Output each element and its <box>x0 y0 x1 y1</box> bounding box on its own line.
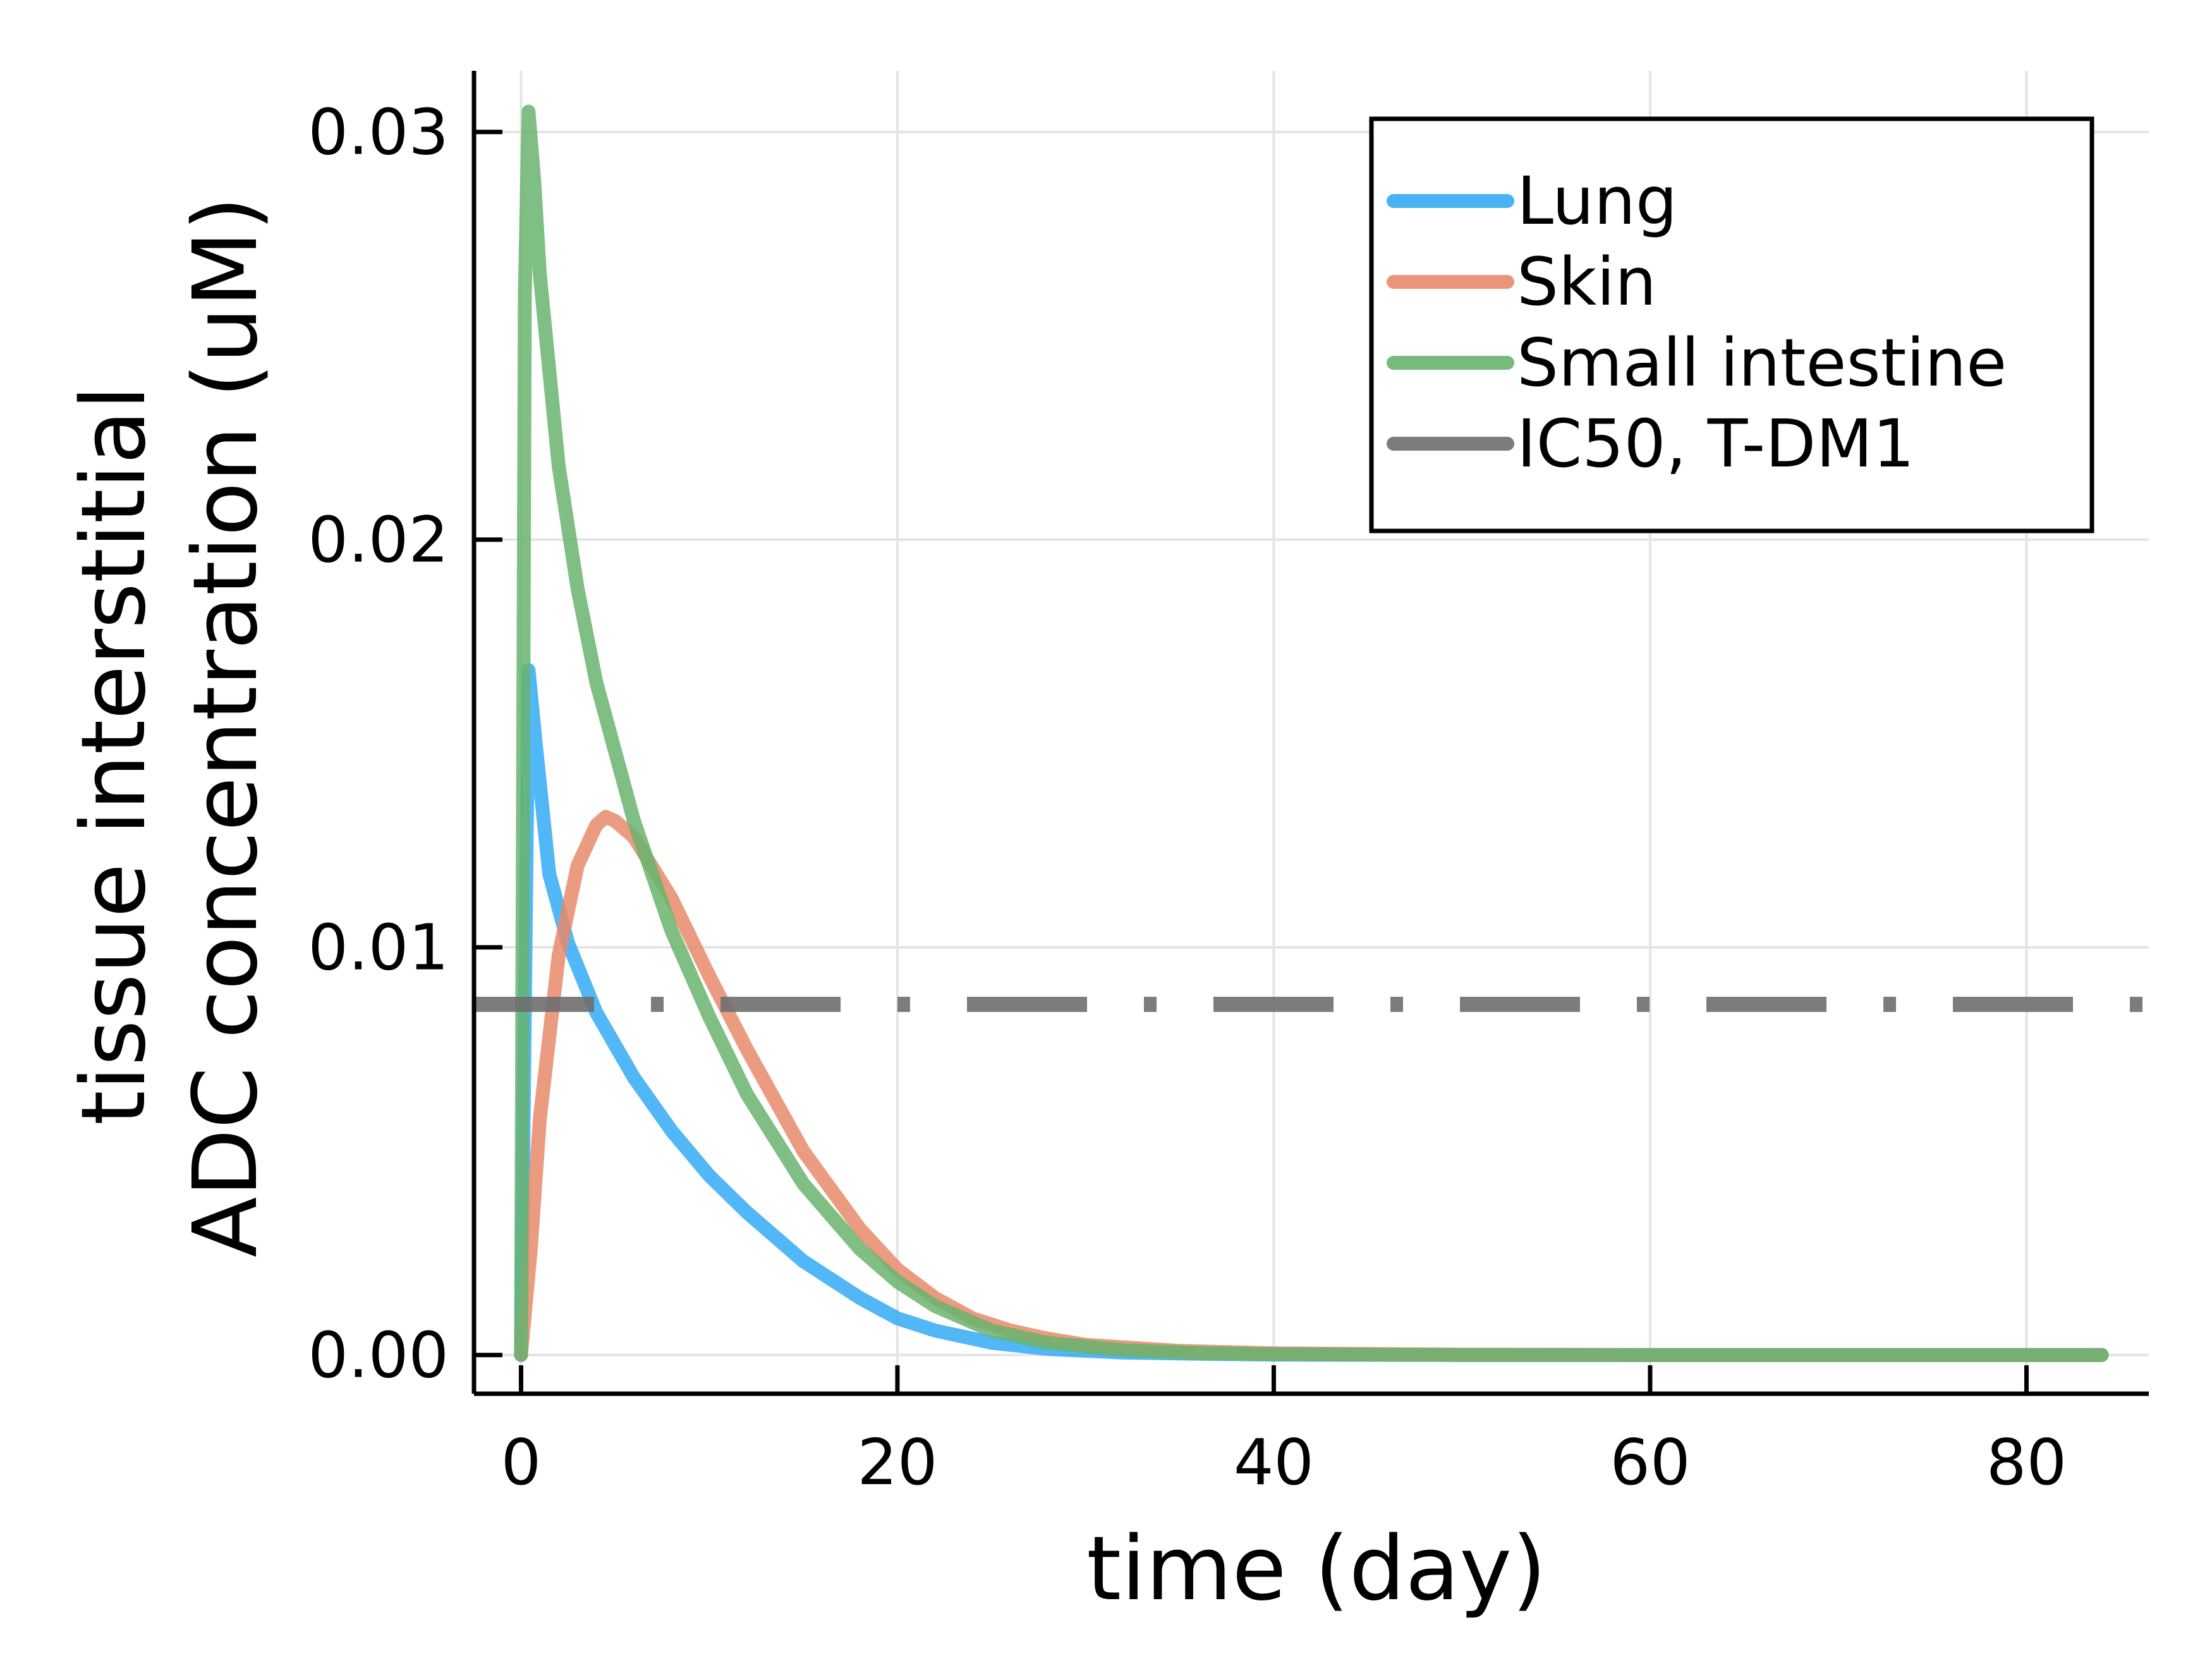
legend-label: IC50, T-DM1 <box>1517 405 1914 482</box>
y-tick-label: 0.00 <box>308 1319 449 1392</box>
x-tick-label: 60 <box>1610 1425 1690 1499</box>
legend-box <box>1369 116 2094 533</box>
tick-labels: 0 20 40 60 80 0.00 0.01 0.02 0.03 <box>308 95 2067 1499</box>
axes <box>471 71 2149 1396</box>
x-tick-label: 0 <box>501 1425 542 1499</box>
legend-label: Small intestine <box>1517 324 2007 401</box>
y-tick-label: 0.02 <box>308 503 449 577</box>
y-axis-label-line2: ADC concentration (uM) <box>174 197 277 1258</box>
y-axis-label-line1: tissue interstitial <box>63 386 166 1125</box>
x-axis-label: time (day) <box>1086 1518 1547 1621</box>
legend-label: Skin <box>1517 243 1656 320</box>
x-tick-label: 80 <box>1986 1425 2067 1499</box>
series-layer <box>474 104 2149 1362</box>
y-tick-label: 0.01 <box>308 911 449 985</box>
x-tick-label: 40 <box>1234 1425 1314 1499</box>
x-tick-label: 20 <box>857 1425 937 1499</box>
series-line-small-intestine <box>514 104 2109 1362</box>
legend-label: Lung <box>1517 162 1677 240</box>
y-tick-label: 0.03 <box>308 95 449 169</box>
